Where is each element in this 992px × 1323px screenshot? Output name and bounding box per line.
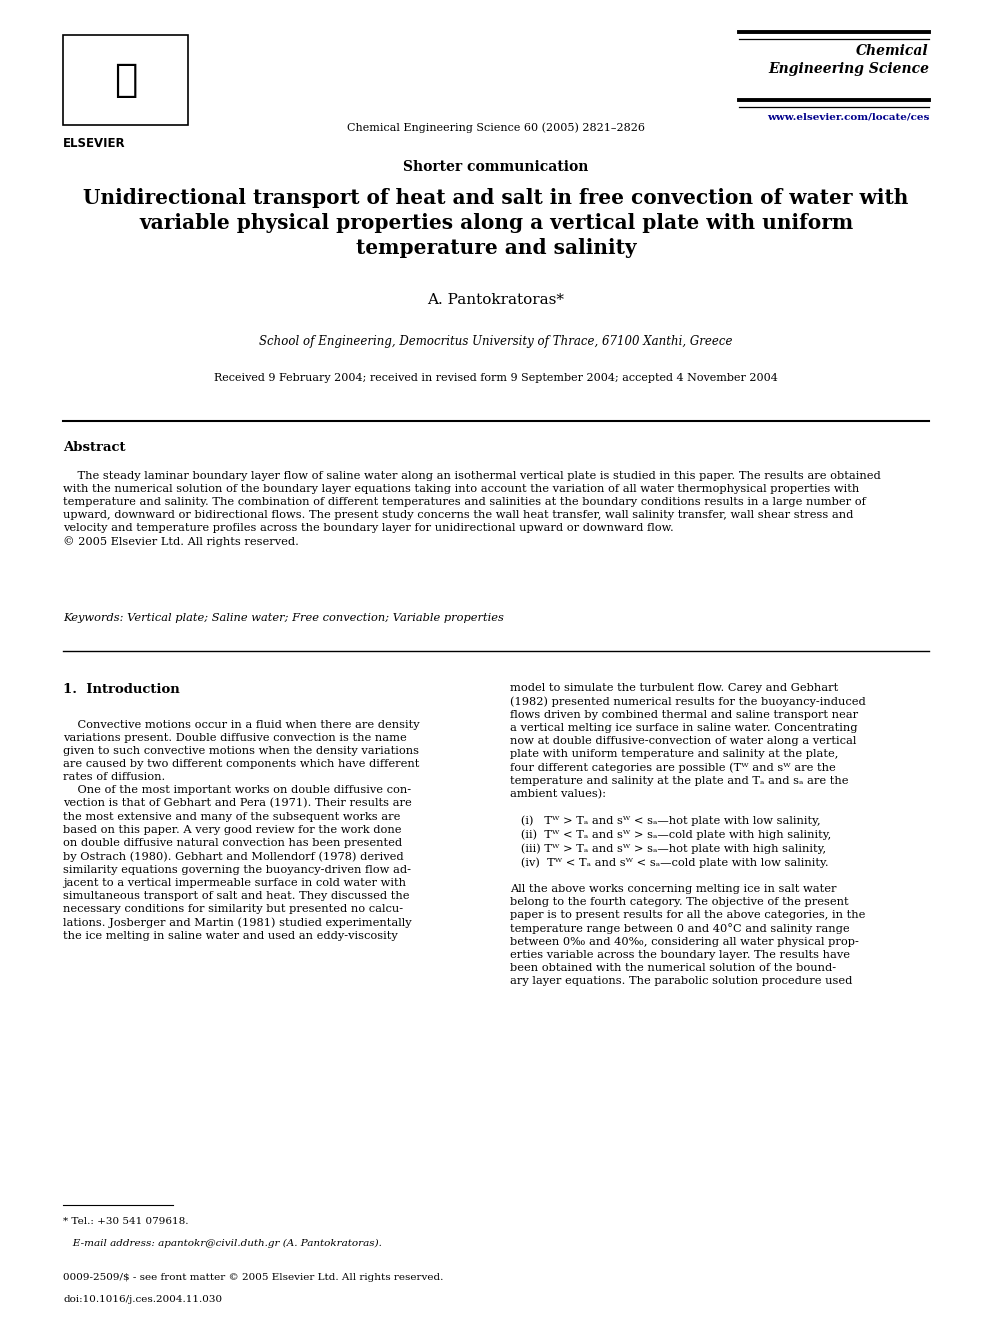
Text: * Tel.: +30 541 079618.: * Tel.: +30 541 079618. bbox=[63, 1217, 188, 1226]
Text: Keywords: Vertical plate; Saline water; Free convection; Variable properties: Keywords: Vertical plate; Saline water; … bbox=[63, 613, 504, 623]
Text: 0009-2509/$ - see front matter © 2005 Elsevier Ltd. All rights reserved.: 0009-2509/$ - see front matter © 2005 El… bbox=[63, 1273, 443, 1282]
Text: Shorter communication: Shorter communication bbox=[404, 160, 588, 175]
Bar bbox=[63, 34, 188, 124]
Text: School of Engineering, Democritus University of Thrace, 67100 Xanthi, Greece: School of Engineering, Democritus Univer… bbox=[259, 335, 733, 348]
Text: doi:10.1016/j.ces.2004.11.030: doi:10.1016/j.ces.2004.11.030 bbox=[63, 1295, 222, 1304]
Text: Chemical
Engineering Science: Chemical Engineering Science bbox=[768, 44, 929, 77]
Text: Convective motions occur in a fluid when there are density
variations present. D: Convective motions occur in a fluid when… bbox=[63, 720, 420, 941]
Text: Received 9 February 2004; received in revised form 9 September 2004; accepted 4 : Received 9 February 2004; received in re… bbox=[214, 373, 778, 382]
Text: Unidirectional transport of heat and salt in free convection of water with
varia: Unidirectional transport of heat and sal… bbox=[83, 188, 909, 258]
Text: ELSEVIER: ELSEVIER bbox=[63, 138, 126, 149]
Text: The steady laminar boundary layer flow of saline water along an isothermal verti: The steady laminar boundary layer flow o… bbox=[63, 471, 881, 548]
Text: A. Pantokratoras*: A. Pantokratoras* bbox=[428, 292, 564, 307]
Text: www.elsevier.com/locate/ces: www.elsevier.com/locate/ces bbox=[767, 112, 929, 122]
Text: Abstract: Abstract bbox=[63, 441, 126, 454]
Text: 🌳: 🌳 bbox=[114, 61, 137, 99]
Text: model to simulate the turbulent flow. Carey and Gebhart
(1982) presented numeric: model to simulate the turbulent flow. Ca… bbox=[510, 683, 866, 986]
Text: Chemical Engineering Science 60 (2005) 2821–2826: Chemical Engineering Science 60 (2005) 2… bbox=[347, 122, 645, 132]
Text: E-mail address: apantokr@civil.duth.gr (A. Pantokratoras).: E-mail address: apantokr@civil.duth.gr (… bbox=[63, 1240, 382, 1248]
Text: 1.  Introduction: 1. Introduction bbox=[63, 683, 180, 696]
